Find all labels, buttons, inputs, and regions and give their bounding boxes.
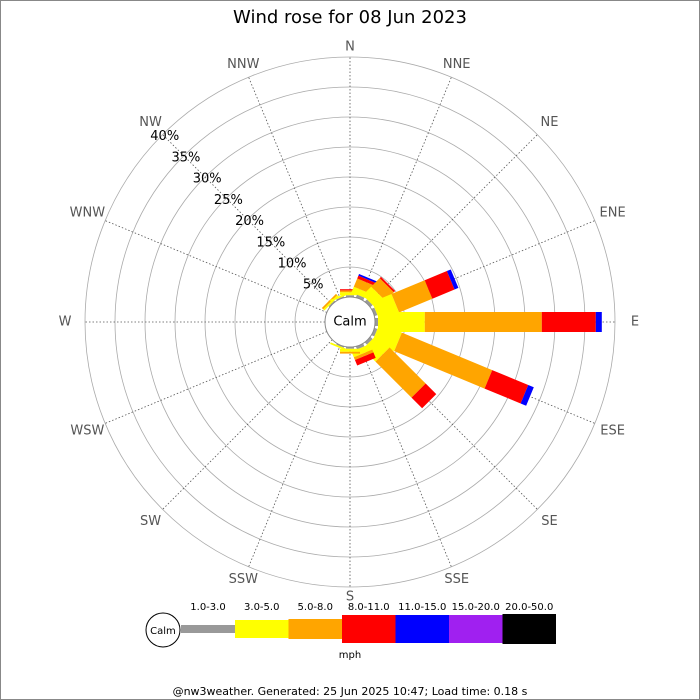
- bar-segment: [375, 318, 378, 326]
- direction-label: SSE: [444, 572, 469, 587]
- r-tick-label: 5%: [303, 278, 324, 293]
- spoke: [359, 344, 452, 567]
- bar-segment: [328, 300, 336, 308]
- bar-segment: [353, 349, 374, 361]
- bar-segment: [379, 276, 396, 293]
- direction-label: SW: [140, 514, 161, 529]
- legend-label: 8.0-11.0: [348, 602, 390, 613]
- direction-label: SE: [541, 514, 557, 529]
- spoke: [248, 344, 341, 567]
- bar-segment: [351, 344, 373, 358]
- bar-segment: [357, 275, 377, 287]
- spoke: [162, 339, 333, 510]
- legend-label: 20.0-50.0: [505, 602, 553, 613]
- direction-label: S: [346, 590, 354, 605]
- direction-label: ESE: [600, 423, 625, 438]
- bar-segment: [355, 294, 365, 301]
- unit-label: mph: [339, 650, 361, 661]
- direction-label: SSW: [229, 572, 259, 587]
- legend-label: 5.0-8.0: [298, 602, 333, 613]
- spoke: [105, 220, 328, 313]
- legend-swatch: [181, 625, 235, 633]
- direction-label: ENE: [600, 206, 626, 221]
- r-tick-label: 20%: [235, 214, 264, 229]
- legend-label: 1.0-3.0: [190, 602, 225, 613]
- spoke: [162, 134, 333, 305]
- legend-calm-label: Calm: [150, 626, 176, 637]
- direction-label: NE: [540, 115, 558, 130]
- bar-segment: [364, 336, 373, 345]
- direction-label: E: [631, 315, 639, 330]
- calm-circle: [324, 296, 376, 348]
- bar-segment: [394, 332, 493, 389]
- spoke: [367, 134, 538, 305]
- bar-segment: [364, 299, 373, 308]
- r-tick-label: 15%: [256, 235, 285, 250]
- direction-label: WSW: [70, 423, 104, 438]
- bar-segment: [375, 347, 426, 398]
- spoke: [105, 331, 328, 424]
- bar-segment: [446, 269, 459, 290]
- bar-segment: [484, 370, 529, 404]
- legend-swatch: [395, 615, 449, 643]
- spoke: [359, 77, 452, 300]
- legend-calm: [145, 612, 181, 648]
- bar-segment: [411, 383, 437, 409]
- chart-title: Wind rose for 08 Jun 2023: [233, 7, 467, 28]
- bar-segment: [354, 352, 376, 366]
- bar-segment: [595, 312, 602, 332]
- bar-segment: [371, 327, 378, 337]
- legend-swatch: [235, 620, 289, 638]
- bar-segment: [340, 351, 360, 354]
- spoke: [248, 77, 341, 300]
- direction-label: N: [345, 40, 355, 55]
- bar-segment: [541, 312, 596, 332]
- bar-segment: [330, 342, 350, 352]
- calm-label: Calm: [333, 315, 366, 330]
- direction-label: NNE: [443, 57, 471, 72]
- bar-segment: [358, 274, 378, 284]
- footer: @nw3weather. Generated: 25 Jun 2025 10:4…: [173, 685, 528, 698]
- bar-segment: [424, 312, 542, 332]
- bar-segment: [378, 312, 425, 332]
- legend-swatch: [288, 619, 342, 639]
- legend-swatch: [342, 615, 396, 643]
- direction-label: WNW: [70, 206, 106, 221]
- r-tick-label: 30%: [193, 172, 222, 187]
- bar-segment: [346, 347, 354, 349]
- bar-segment: [424, 271, 455, 299]
- bar-segment: [391, 280, 433, 313]
- r-tick-label: 40%: [150, 129, 179, 144]
- legend-swatch: [449, 615, 503, 643]
- r-tick-label: 35%: [171, 150, 200, 165]
- bar-segment: [520, 385, 534, 406]
- bar-segment: [371, 278, 394, 301]
- bar-segment: [330, 292, 350, 302]
- legend-label: 15.0-20.0: [452, 602, 500, 613]
- bar-segment: [355, 343, 365, 350]
- legend-swatch: [502, 614, 556, 644]
- direction-label: NNW: [227, 57, 259, 72]
- bar-segment: [371, 307, 378, 317]
- r-tick-label: 25%: [214, 193, 243, 208]
- r-tick-label: 10%: [278, 257, 307, 272]
- direction-label: NW: [139, 115, 162, 130]
- legend-label: 11.0-15.0: [398, 602, 446, 613]
- bar-segment: [346, 295, 354, 297]
- legend-label: 3.0-5.0: [244, 602, 279, 613]
- bar-segment: [321, 293, 338, 310]
- grid-ring: [84, 56, 616, 588]
- direction-label: W: [59, 315, 72, 330]
